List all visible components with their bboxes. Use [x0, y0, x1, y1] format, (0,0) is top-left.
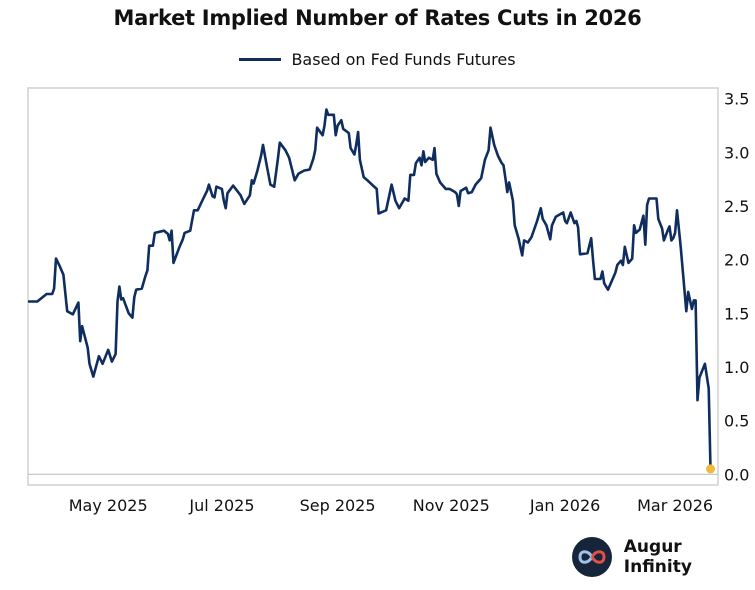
y-tick-label: 2.5 — [724, 197, 749, 216]
y-tick-label: 1.5 — [724, 304, 749, 323]
x-tick-label: Nov 2025 — [413, 496, 490, 515]
brand-logo: Augur Infinity — [572, 537, 755, 577]
legend-label: Based on Fed Funds Futures — [291, 50, 516, 69]
last-point-marker — [706, 464, 716, 474]
x-tick-label: Jul 2025 — [188, 496, 254, 515]
infinity-logo-icon — [572, 537, 612, 577]
series-line — [28, 108, 712, 469]
y-tick-label: 3.0 — [724, 143, 749, 162]
x-tick-label: Sep 2025 — [300, 496, 376, 515]
y-tick-label: 3.5 — [724, 90, 749, 109]
y-tick-label: 0.0 — [724, 465, 749, 484]
x-tick-label: May 2025 — [69, 496, 148, 515]
plot-frame — [27, 87, 719, 486]
legend-swatch — [239, 58, 282, 61]
x-tick-label: Jan 2026 — [529, 496, 600, 515]
y-tick-label: 0.5 — [724, 412, 749, 431]
chart-title: Market Implied Number of Rates Cuts in 2… — [113, 6, 642, 30]
y-tick-label: 1.0 — [724, 358, 749, 377]
y-tick-label: 2.0 — [724, 251, 749, 270]
x-tick-label: Mar 2026 — [637, 496, 713, 515]
brand-name: Augur Infinity — [623, 537, 692, 577]
legend: Based on Fed Funds Futures — [0, 50, 755, 69]
